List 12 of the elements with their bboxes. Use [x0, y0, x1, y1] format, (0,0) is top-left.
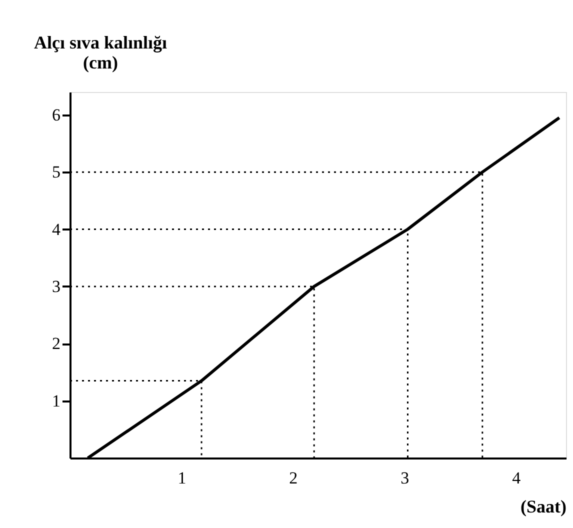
y-tick-label: 3 — [52, 276, 60, 296]
x-tick-label: 4 — [512, 468, 522, 488]
x-tick-label: 2 — [289, 468, 298, 488]
y-tick-label: 5 — [52, 162, 60, 182]
x-axis-title: (Saat) — [520, 496, 566, 516]
x-tick-label: 3 — [400, 468, 410, 488]
y-tick-label: 1 — [52, 391, 60, 410]
y-tick-label: 4 — [52, 220, 61, 239]
y-tick-label: 6 — [52, 105, 60, 124]
y-axis-title: Alçı sıva kalınlığı (cm) — [34, 32, 168, 72]
x-tick-label: 1 — [178, 468, 186, 488]
y-tick-label: 2 — [52, 334, 60, 354]
